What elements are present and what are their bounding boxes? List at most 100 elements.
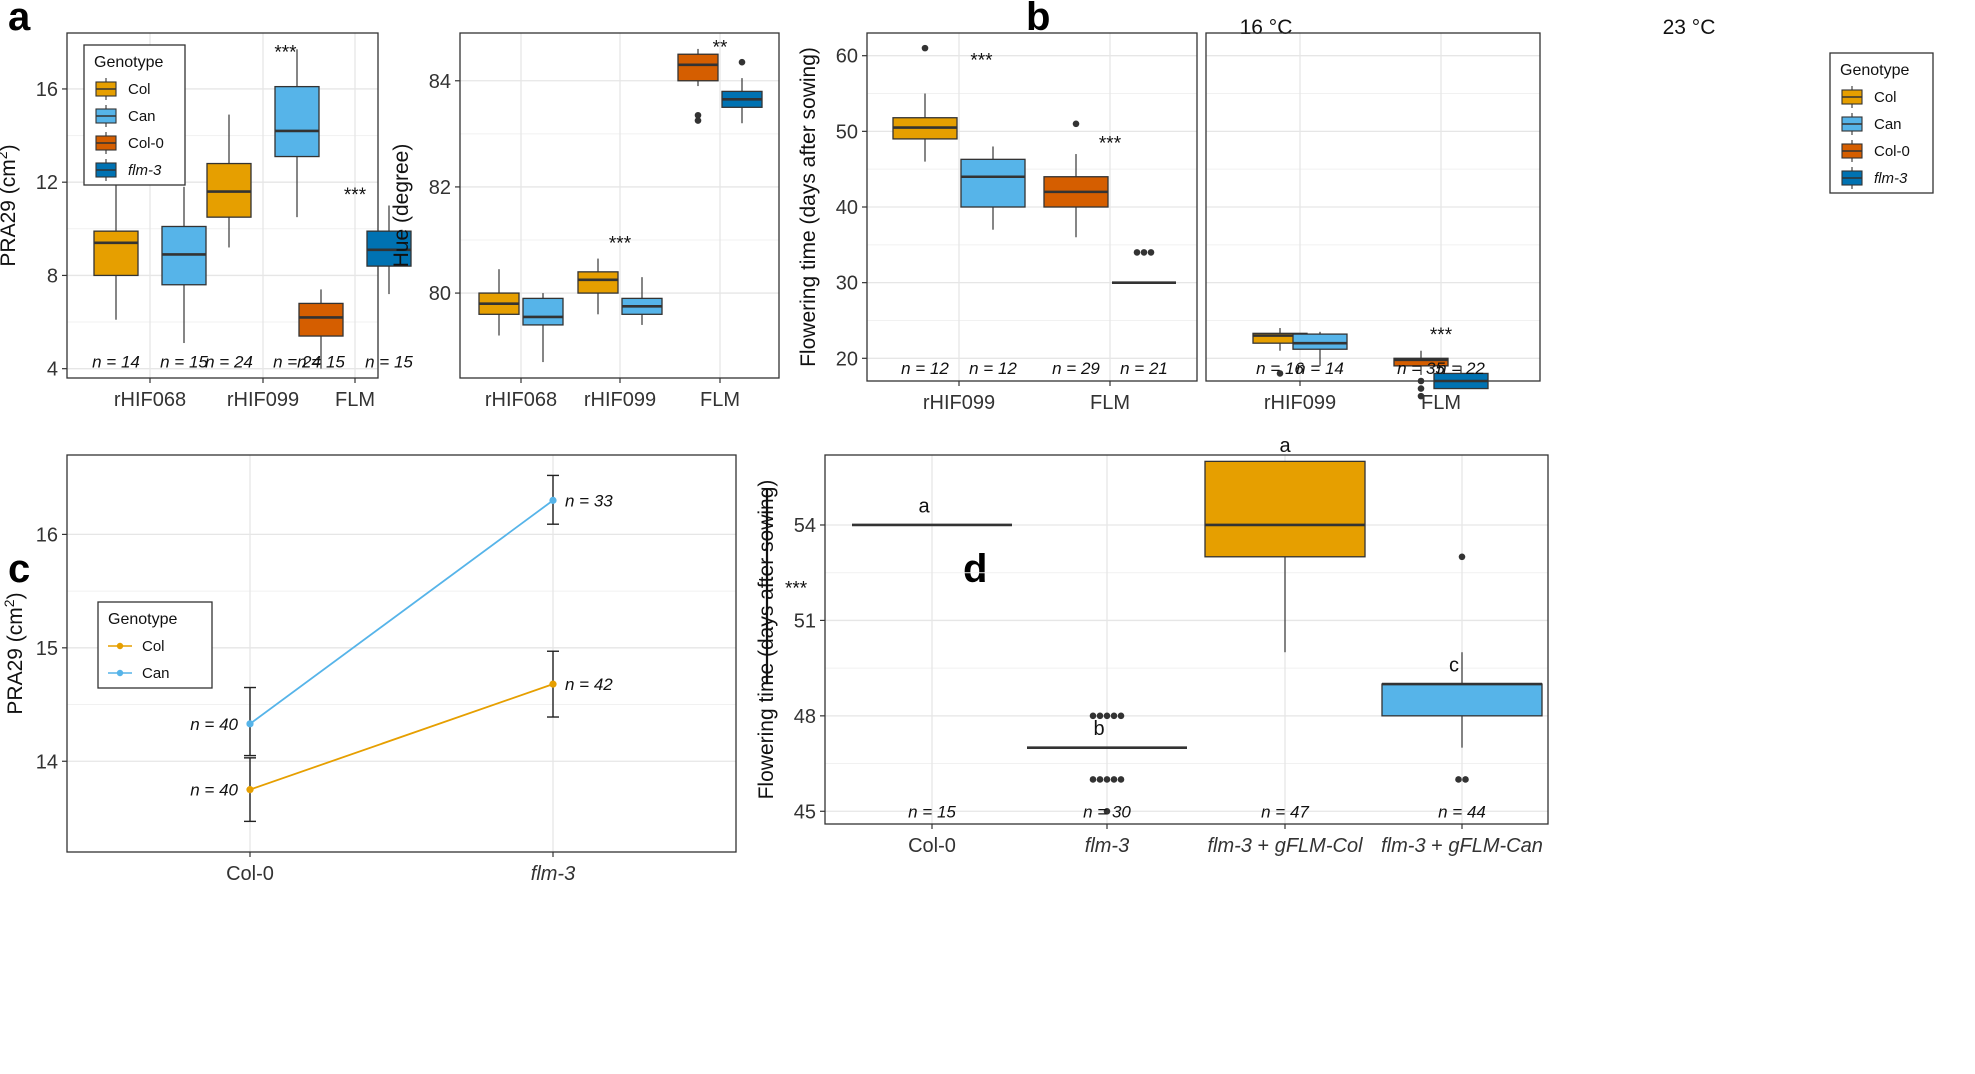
n-label: n = 42 bbox=[565, 675, 613, 694]
n-label: n = 47 bbox=[1261, 802, 1309, 821]
outlier-point bbox=[694, 111, 702, 119]
x-tick-label: Col-0 bbox=[908, 835, 956, 857]
x-tick-part: gFLM-Can bbox=[1448, 835, 1542, 857]
legend-label-flm-3: flm-3 bbox=[128, 162, 162, 179]
legend-label-Col: Col bbox=[128, 81, 151, 98]
y-tick-label: 30 bbox=[836, 273, 858, 295]
x-tick-label: FLM bbox=[700, 389, 740, 411]
n-label: n = 12 bbox=[969, 359, 1017, 378]
outlier-point bbox=[1096, 712, 1104, 720]
n-label: n = 22 bbox=[1437, 359, 1485, 378]
box-FLM-flm-3 bbox=[721, 58, 763, 124]
box-body bbox=[1381, 683, 1543, 717]
significance-mark: *** bbox=[344, 185, 367, 206]
box-rHIF099-Can bbox=[274, 49, 320, 218]
y-tick-label: 8 bbox=[47, 265, 58, 287]
n-label: n = 33 bbox=[565, 491, 613, 510]
outlier-point bbox=[1147, 249, 1155, 256]
y-tick-label: 4 bbox=[47, 359, 58, 381]
legend-label-Col: Col bbox=[1874, 89, 1897, 106]
legend-label-Can: Can bbox=[142, 665, 170, 682]
box-FLM-flm-3 bbox=[1112, 249, 1176, 284]
box-body bbox=[93, 230, 139, 277]
y-axis-label-sup: 2 bbox=[1, 599, 17, 607]
y-tick-label: 80 bbox=[429, 283, 451, 305]
group-letter: a bbox=[918, 495, 930, 517]
x-tick-label: flm-3 bbox=[531, 863, 575, 885]
n-label: n = 15 bbox=[365, 353, 413, 372]
outlier-point bbox=[1103, 712, 1111, 720]
outlier-point bbox=[1276, 370, 1284, 377]
x-tick-label: FLM bbox=[1090, 392, 1130, 414]
outlier-point bbox=[1458, 553, 1466, 561]
y-tick-label: 60 bbox=[836, 46, 858, 68]
n-label: n = 24 bbox=[273, 353, 321, 372]
legend-panel-b: Genotype Col Can Col-0 flm-3 bbox=[1829, 52, 1934, 194]
legend-title: Genotype bbox=[108, 611, 177, 628]
y-axis-label: PRA29 (cm2) bbox=[0, 144, 20, 266]
outlier-point bbox=[1455, 776, 1462, 783]
x-tick-label: flm-3 + gFLM-Col bbox=[1207, 835, 1363, 857]
box-body bbox=[960, 158, 1026, 208]
y-axis-label: Flowering time (days after sowing) bbox=[755, 480, 778, 800]
box-body bbox=[1292, 333, 1348, 350]
box-rHIF099-Can bbox=[621, 277, 663, 325]
box-rHIF099-Can bbox=[960, 146, 1026, 230]
x-tick-label: rHIF068 bbox=[485, 389, 557, 411]
n-label: n = 15 bbox=[160, 353, 208, 372]
box-FLM-flm-3 bbox=[366, 205, 412, 295]
series-line bbox=[249, 683, 554, 791]
y-tick-label: 16 bbox=[36, 79, 58, 101]
box-FLM-Col-0 bbox=[677, 48, 719, 124]
plot-frame bbox=[1205, 32, 1541, 382]
y-tick-label: 12 bbox=[36, 172, 58, 194]
box-FLM-Col-0 bbox=[1043, 120, 1109, 238]
x-tick-part: flm-3 bbox=[1085, 835, 1129, 857]
x-tick-part: gFLM-Col bbox=[1275, 835, 1363, 857]
y-tick-label: 50 bbox=[836, 121, 858, 143]
y-tick-label: 15 bbox=[36, 638, 58, 660]
x-tick-label: Col-0 bbox=[226, 863, 274, 885]
series-point bbox=[246, 720, 254, 728]
outlier-point bbox=[1117, 776, 1125, 783]
y-tick-label: 40 bbox=[836, 197, 858, 219]
y-axis-label-part: PRA29 (cm bbox=[0, 159, 20, 266]
legend-key-point bbox=[116, 669, 124, 677]
plot-flowering-23c: rHIF099 FLM n = 16n = 14 n = 35n = 22 *** bbox=[1205, 32, 1541, 414]
outlier-point bbox=[1462, 776, 1469, 783]
box-rHIF099-Can bbox=[1292, 331, 1348, 366]
outlier-point bbox=[1117, 712, 1125, 720]
box-body bbox=[1393, 357, 1449, 367]
outlier-point bbox=[1110, 712, 1118, 720]
y-tick-label: 45 bbox=[794, 801, 816, 823]
y-tick-label: 16 bbox=[36, 524, 58, 546]
series-point bbox=[246, 786, 254, 794]
n-label: n = 35 bbox=[1397, 359, 1445, 378]
outlier-point bbox=[921, 44, 929, 52]
y-axis-label: Flowering time (days after sowing) bbox=[797, 47, 820, 367]
n-label: n = 29 bbox=[1052, 359, 1100, 378]
box-FLM-flm-3 bbox=[1433, 365, 1489, 390]
box-rHIF099-Col bbox=[892, 44, 958, 162]
n-label: n = 30 bbox=[1083, 802, 1131, 821]
x-tick-label: rHIF099 bbox=[1264, 392, 1336, 414]
n-label: n = 24 bbox=[205, 353, 253, 372]
x-tick-part: flm-3 bbox=[1381, 835, 1425, 857]
box-flm-3 + gFLM-Can-Can bbox=[1381, 553, 1543, 783]
box-rHIF099-Col bbox=[206, 114, 252, 248]
plot-flowering-16c: 20 30 40 50 60 rHIF099 FLM Flowering time (days… bbox=[797, 32, 1198, 414]
n-label: n = 15 bbox=[908, 802, 956, 821]
x-tick-part: flm-3 bbox=[1207, 835, 1251, 857]
n-label: n = 12 bbox=[901, 359, 949, 378]
box-body bbox=[298, 302, 344, 337]
x-tick-label: rHIF099 bbox=[227, 389, 299, 411]
n-label: n = 44 bbox=[1438, 802, 1486, 821]
box-body bbox=[1204, 460, 1366, 558]
x-tick-label: rHIF099 bbox=[584, 389, 656, 411]
outlier-point bbox=[1096, 776, 1104, 783]
outlier-point bbox=[1417, 377, 1425, 385]
box-rHIF068-Can bbox=[522, 293, 564, 363]
outlier-point bbox=[1417, 392, 1425, 400]
legend-panel-a: Genotype Col Can Col-0 flm-3 bbox=[83, 44, 186, 186]
